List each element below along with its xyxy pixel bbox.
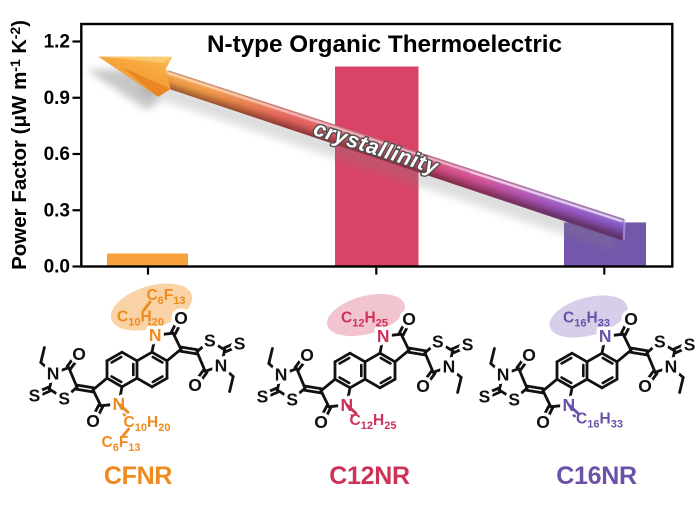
svg-text:N: N	[47, 363, 60, 383]
svg-text:O: O	[188, 375, 202, 395]
svg-text:S: S	[479, 387, 491, 407]
svg-text:0.6: 0.6	[44, 144, 70, 165]
svg-text:N: N	[443, 357, 456, 377]
svg-text:N-type Organic Thermoelectric: N-type Organic Thermoelectric	[207, 31, 562, 58]
svg-text:1.2: 1.2	[44, 32, 70, 53]
svg-text:S: S	[58, 388, 70, 408]
svg-text:O: O	[402, 309, 416, 329]
svg-text:O: O	[522, 345, 536, 365]
svg-text:S: S	[234, 333, 246, 353]
svg-text:S: S	[286, 389, 298, 409]
svg-text:O: O	[314, 412, 328, 432]
svg-text:O: O	[536, 412, 550, 432]
svg-text:S: S	[684, 334, 696, 354]
svg-text:S: S	[654, 332, 666, 352]
svg-text:Power Factor (μW m-1 K-2): Power Factor (μW m-1 K-2)	[7, 20, 31, 270]
svg-text:0.9: 0.9	[44, 88, 70, 109]
svg-text:C16NR: C16NR	[556, 462, 637, 490]
svg-text:S: S	[204, 331, 216, 351]
svg-text:O: O	[174, 308, 188, 328]
svg-text:N: N	[275, 364, 288, 384]
svg-text:S: S	[29, 386, 41, 406]
svg-text:N: N	[497, 364, 510, 384]
svg-text:S: S	[508, 389, 520, 409]
svg-text:N: N	[377, 326, 390, 346]
svg-text:S: S	[432, 332, 444, 352]
svg-text:CFNR: CFNR	[104, 462, 172, 490]
svg-text:N: N	[215, 356, 228, 376]
svg-text:0.3: 0.3	[44, 200, 70, 221]
svg-text:S: S	[462, 334, 474, 354]
svg-text:0.0: 0.0	[44, 257, 70, 278]
svg-text:O: O	[624, 309, 638, 329]
svg-text:C12NR: C12NR	[329, 462, 410, 490]
svg-text:N: N	[665, 357, 678, 377]
svg-text:O: O	[72, 344, 86, 364]
svg-text:S: S	[257, 387, 269, 407]
svg-text:N: N	[599, 326, 612, 346]
svg-text:O: O	[638, 376, 652, 396]
svg-text:O: O	[416, 376, 430, 396]
svg-text:N: N	[149, 325, 162, 345]
svg-text:O: O	[300, 345, 314, 365]
svg-text:O: O	[86, 411, 100, 431]
